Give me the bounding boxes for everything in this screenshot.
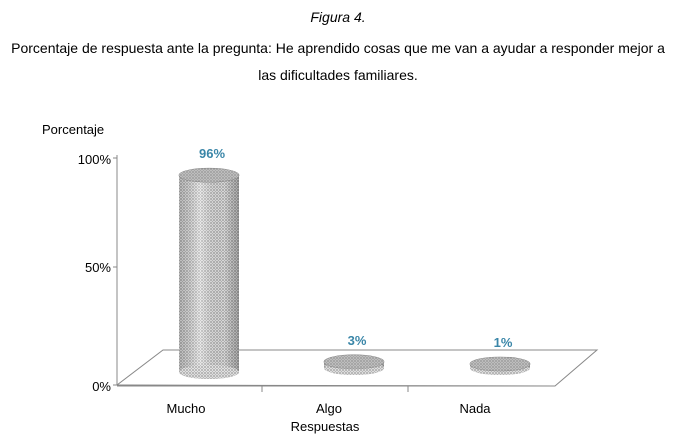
y-tick-label-50: 50% (85, 260, 111, 275)
bar-mucho-top-texture (179, 168, 239, 183)
data-label-nada: 1% (494, 335, 513, 350)
y-tick-label-100: 100% (78, 152, 112, 167)
data-label-mucho: 96% (199, 146, 225, 161)
category-label-algo: Algo (316, 401, 342, 416)
bar-algo (323, 354, 385, 375)
bar-nada-top-texture (470, 357, 530, 371)
figure-title: Porcentaje de respuesta ante la pregunta… (11, 40, 665, 83)
bar-algo-top-texture (324, 354, 384, 369)
bar-mucho-shading (179, 175, 239, 372)
x-axis-title: Respuestas (291, 419, 360, 434)
bar-mucho-bottom-cap (179, 365, 239, 379)
bar-nada (469, 356, 531, 375)
figure-label: Figura 4. (310, 9, 366, 25)
category-label-mucho: Mucho (166, 401, 205, 416)
y-axis-title: Porcentaje (42, 122, 104, 137)
y-tick-label-0: 0% (92, 379, 111, 394)
category-label-nada: Nada (459, 401, 491, 416)
bar-mucho (178, 167, 240, 379)
data-label-algo: 3% (348, 333, 367, 348)
